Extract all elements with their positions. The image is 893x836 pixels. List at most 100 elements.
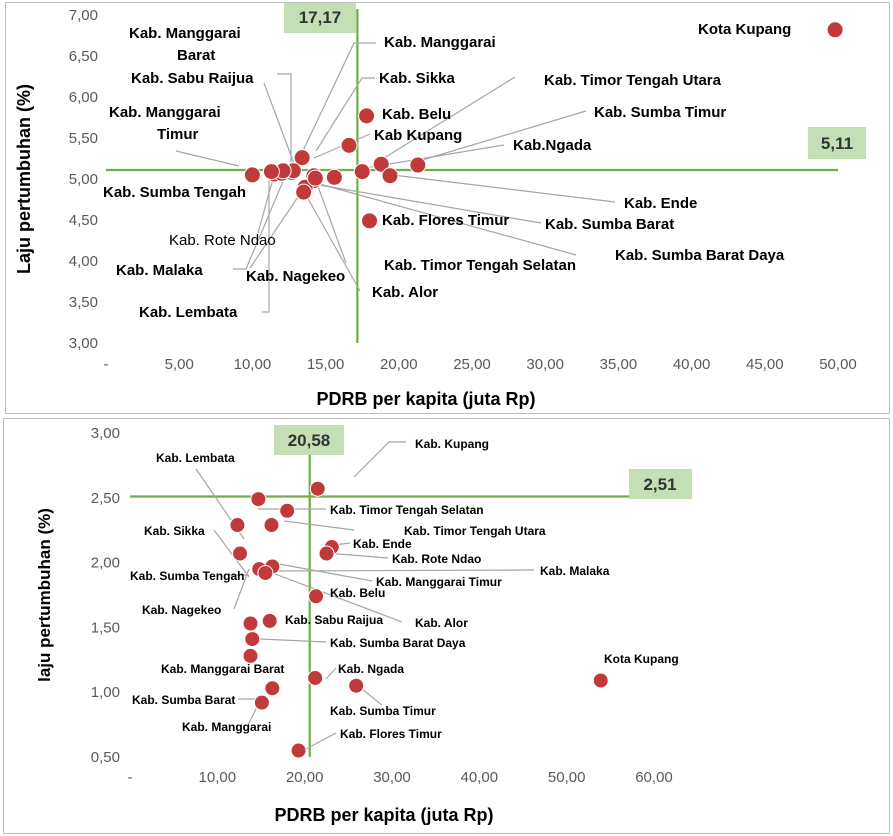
c1-y-tick-label: 3,00 [69, 335, 98, 352]
c1-point-kab-flores-timur [361, 212, 379, 230]
c2-label-kab-timor-tengah-utara: Kab. Timor Tengah Utara [404, 524, 546, 538]
c1-y-tick-label: 3,50 [69, 294, 98, 311]
c2-point-kab-lembata [250, 491, 267, 508]
c1-x-tick-label: 10,00 [234, 356, 272, 373]
c1-leader-kab-ende [392, 174, 616, 203]
c1-x-tick-label: 5,00 [165, 356, 194, 373]
c2-leader-kab-sikka [213, 529, 250, 578]
c1-leader-kab-sikka [315, 77, 375, 152]
c2-y-axis-title: laju pertumbuhan (%) [35, 508, 54, 682]
c2-label-kab-malaka: Kab. Malaka [540, 564, 610, 578]
c2-label-kab-ende: Kab. Ende [353, 537, 412, 551]
c1-leader-kab-manggarai-timur [175, 150, 240, 167]
c2-y-tick-label: 1,50 [91, 619, 120, 636]
chart-panel-2: 0,50 1,00 1,50 2,00 2,50 3,00 - 10,00 20,00 30,00… [3, 418, 890, 834]
c2-point-kab-sumba-barat-daya [244, 631, 261, 648]
c2-point-kab-sumba-tengah [232, 545, 249, 562]
c2-leader-kab-timor-tengah-utara [283, 520, 355, 531]
c1-leader-kab-nagekeo [249, 190, 303, 269]
c2-point-kab-manggarai-barat [242, 647, 259, 664]
c2-leader-kab-sumba-barat-daya [259, 638, 327, 643]
c2-leader-kab-manggarai-timur [278, 563, 373, 582]
c1-point-kab-sumba-timur [409, 156, 427, 174]
c2-point-kab-rote-ndao [318, 545, 335, 562]
c1-threshold-y-box [808, 127, 866, 159]
c2-label-kab-manggarai-timur: Kab. Manggarai Timur [376, 575, 502, 589]
c1-label-kab-timor-tengah-selatan: Kab. Timor Tengah Selatan [384, 257, 576, 274]
c1-x-tick-label: 20,00 [380, 356, 418, 373]
c2-label-kab-flores-timur: Kab. Flores Timur [340, 727, 442, 741]
c1-point-kab-belu [358, 107, 376, 125]
c1-label-kab-alor: Kab. Alor [372, 284, 438, 301]
c1-x-tick-label: - [104, 356, 109, 373]
c1-point-kab-sumba-tengah [243, 166, 261, 184]
c2-point-kab-nagekeo [242, 615, 259, 632]
c1-label-kota-kupang: Kota Kupang [698, 21, 791, 38]
c2-label-kab-sikka: Kab. Sikka [144, 524, 205, 538]
c1-label-kab-sikka: Kab. Sikka [379, 70, 456, 87]
c1-label-kab-sumba-tengah: Kab. Sumba Tengah [103, 184, 246, 201]
c1-x-tick-label: 35,00 [600, 356, 638, 373]
c1-label-kab-nagekeo: Kab. Nagekeo [246, 268, 345, 285]
c1-point-kab-alor [295, 183, 313, 201]
c2-label-kab-sumba-barat-daya: Kab. Sumba Barat Daya [330, 636, 466, 650]
c1-point-kab-ngada [353, 163, 371, 181]
c1-x-tick-label: 30,00 [526, 356, 564, 373]
c1-y-tick-label: 5,50 [69, 130, 98, 147]
c2-leader-kab-nagekeo [233, 568, 250, 610]
c2-point-kab-sabu-raijua [261, 612, 278, 629]
c1-threshold-y-label: 5,11 [821, 134, 853, 153]
c1-leader-kab-manggarai [301, 42, 376, 154]
c1-threshold-x-label: 17,17 [299, 8, 342, 27]
c2-y-tick-label: 2,50 [91, 490, 120, 507]
c2-point-kab-timor-tengah-utara [263, 517, 280, 534]
c2-x-tick-label: - [128, 769, 133, 786]
c1-leader-kab-sumba-timur [418, 110, 587, 162]
c1-point-kab-ende [381, 167, 399, 185]
c2-point-kab-belu [308, 588, 325, 605]
c2-leader-kab-alor [261, 568, 403, 623]
c2-label-kab-sumba-barat: Kab. Sumba Barat [132, 693, 235, 707]
c1-label-kab-sumba-timur: Kab. Sumba Timur [594, 104, 726, 121]
c2-point-kab-sumba-barat [264, 680, 281, 697]
c1-label-kab-rote-ndao: Kab. Rote Ndao [169, 232, 276, 249]
c1-leader-kab-timor-tengah-utara [383, 76, 516, 159]
c2-label-kab-sabu-raijua: Kab. Sabu Raijua [285, 613, 383, 627]
c2-y-tick-label: 3,00 [91, 425, 120, 442]
c1-point-kab-timor-tengah-utara [372, 155, 390, 173]
c2-label-kab-manggarai: Kab. Manggarai [182, 720, 271, 734]
c2-leader-kab-ngada [325, 667, 337, 680]
c1-leader-kab-sabu-raijua [277, 73, 292, 166]
c2-point-kab-timor-tengah-selatan [279, 502, 296, 519]
c2-x-tick-label: 60,00 [635, 769, 673, 786]
c1-label-kab-timor-tengah-utara: Kab. Timor Tengah Utara [544, 72, 722, 89]
c2-leader-kab-rote-ndao [325, 552, 389, 559]
c2-point-kab-flores-timur [290, 742, 307, 759]
c1-x-tick-label: 40,00 [673, 356, 711, 373]
c2-threshold-y-label: 2,51 [643, 475, 676, 494]
c1-label-kab-flores-timur: Kab. Flores Timur [382, 212, 509, 229]
c1-leader-kab-timor-tengah-selatan [315, 180, 347, 264]
c1-y-tick-label: 7,00 [69, 7, 98, 24]
c1-point-kab-sikka [340, 136, 358, 154]
c2-point-kab-alor [257, 564, 274, 581]
c2-label-kab-ngada: Kab. Ngada [338, 662, 404, 676]
c1-label-kab-manggarai-timur: Kab. Manggarai Timur [109, 104, 221, 143]
c1-leader-kab-sumba-barat [318, 184, 542, 224]
c2-y-tick-label: 0,50 [91, 749, 120, 766]
c2-x-tick-label: 10,00 [199, 769, 237, 786]
c2-y-tick-label: 1,00 [91, 684, 120, 701]
c2-threshold-x-label: 20,58 [288, 431, 331, 450]
c2-leader-kab-flores-timur [305, 732, 337, 750]
c1-threshold-x-box [284, 3, 356, 33]
c2-label-kab-sumba-timur: Kab. Sumba Timur [330, 704, 436, 718]
c2-label-kab-lembata: Kab. Lembata [156, 451, 235, 465]
c1-x-tick-label: 15,00 [307, 356, 345, 373]
c2-label-kab-timor-tengah-selatan: Kab. Timor Tengah Selatan [330, 503, 484, 517]
scatter-chart-2: 0,50 1,00 1,50 2,00 2,50 3,00 - 10,00 20,00 30,00… [35, 425, 692, 825]
c1-y-tick-label: 4,00 [69, 253, 98, 270]
c1-point-kab-timor-tengah-selatan [306, 169, 324, 187]
chart-panel-1: 3,00 3,50 4,00 4,50 5,00 5,50 6,00 6,50 7,00 - 5,0… [5, 2, 890, 414]
c1-leader-kab-lembata [262, 173, 270, 313]
c2-x-tick-label: 30,00 [373, 769, 411, 786]
